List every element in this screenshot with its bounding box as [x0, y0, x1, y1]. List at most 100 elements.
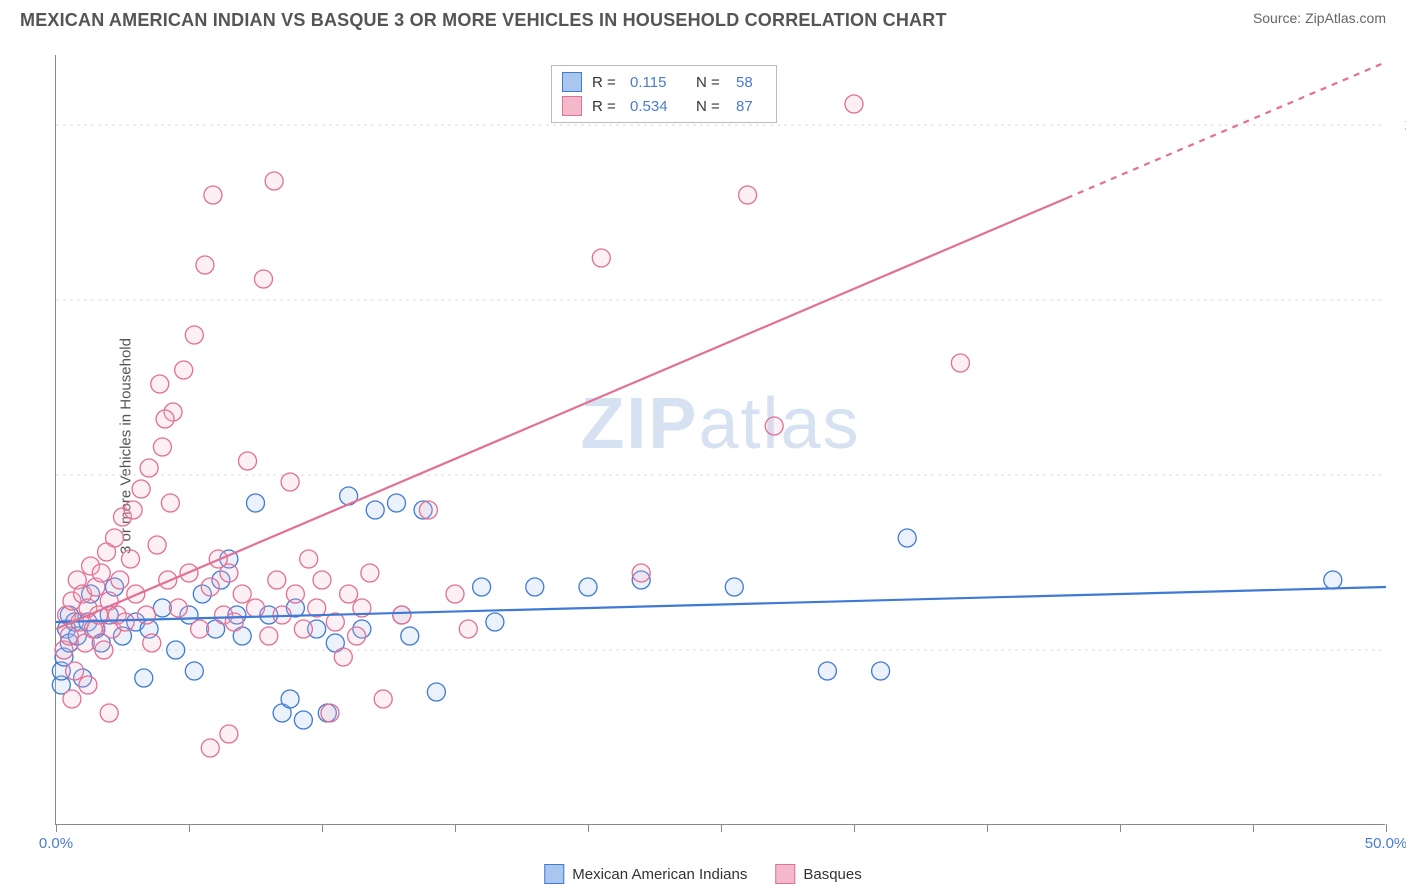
data-point: [169, 599, 187, 617]
data-point: [872, 662, 890, 680]
data-point: [137, 606, 155, 624]
swatch-blue: [562, 72, 582, 92]
n-value-0: 58: [736, 74, 766, 91]
data-point: [116, 613, 134, 631]
data-point: [268, 571, 286, 589]
chart-title: MEXICAN AMERICAN INDIAN VS BASQUE 3 OR M…: [20, 10, 947, 31]
data-point: [159, 571, 177, 589]
x-tick: [1386, 824, 1387, 832]
x-tick: [721, 824, 722, 832]
data-point: [739, 186, 757, 204]
data-point: [254, 270, 272, 288]
data-point: [526, 578, 544, 596]
data-point: [153, 599, 171, 617]
data-point: [185, 326, 203, 344]
data-point: [294, 620, 312, 638]
data-point: [175, 361, 193, 379]
legend-row-1: R = 0.534 N = 87: [562, 94, 766, 118]
data-point: [459, 620, 477, 638]
trend-line-extrapolated: [1067, 62, 1386, 198]
data-point: [286, 585, 304, 603]
r-label: R =: [592, 74, 620, 91]
data-point: [473, 578, 491, 596]
data-point: [132, 480, 150, 498]
data-point: [393, 606, 411, 624]
legend-label-1: Basques: [803, 866, 861, 883]
data-point: [191, 620, 209, 638]
data-point: [201, 739, 219, 757]
data-point: [140, 459, 158, 477]
data-point: [106, 529, 124, 547]
data-point: [225, 613, 243, 631]
data-point: [321, 704, 339, 722]
r-value-0: 0.115: [630, 74, 686, 91]
data-point: [185, 662, 203, 680]
data-point: [66, 662, 84, 680]
data-point: [387, 494, 405, 512]
data-point: [239, 452, 257, 470]
data-point: [92, 564, 110, 582]
data-point: [95, 641, 113, 659]
data-point: [579, 578, 597, 596]
data-point: [446, 585, 464, 603]
data-point: [260, 627, 278, 645]
swatch-pink: [775, 864, 795, 884]
data-point: [486, 613, 504, 631]
data-point: [374, 690, 392, 708]
x-tick: [322, 824, 323, 832]
data-point: [401, 627, 419, 645]
data-point: [220, 725, 238, 743]
legend-row-0: R = 0.115 N = 58: [562, 70, 766, 94]
data-point: [124, 501, 142, 519]
data-point: [167, 641, 185, 659]
data-point: [156, 410, 174, 428]
r-label: R =: [592, 98, 620, 115]
data-point: [204, 186, 222, 204]
x-tick: [854, 824, 855, 832]
data-point: [265, 172, 283, 190]
x-tick: [189, 824, 190, 832]
data-point: [1324, 571, 1342, 589]
legend-item-1: Basques: [775, 864, 861, 884]
x-tick: [455, 824, 456, 832]
data-point: [281, 473, 299, 491]
x-tick-label: 0.0%: [39, 835, 73, 852]
data-point: [161, 494, 179, 512]
data-point: [79, 676, 97, 694]
legend-label-0: Mexican American Indians: [572, 866, 747, 883]
data-point: [818, 662, 836, 680]
data-point: [845, 95, 863, 113]
data-point: [951, 354, 969, 372]
data-point: [334, 648, 352, 666]
chart-area: ZIPatlas R = 0.115 N = 58 R = 0.534 N = …: [55, 55, 1385, 825]
data-point: [100, 704, 118, 722]
data-point: [151, 375, 169, 393]
plot-svg: [56, 55, 1385, 824]
data-point: [366, 501, 384, 519]
x-tick: [1120, 824, 1121, 832]
source-label: Source: ZipAtlas.com: [1253, 10, 1386, 26]
data-point: [725, 578, 743, 596]
legend-correlation: R = 0.115 N = 58 R = 0.534 N = 87: [551, 65, 777, 123]
data-point: [196, 256, 214, 274]
data-point: [419, 501, 437, 519]
x-tick: [56, 824, 57, 832]
x-tick: [588, 824, 589, 832]
data-point: [340, 585, 358, 603]
x-tick: [987, 824, 988, 832]
data-point: [143, 634, 161, 652]
data-point: [592, 249, 610, 267]
data-point: [201, 578, 219, 596]
x-tick-label: 50.0%: [1365, 835, 1406, 852]
data-point: [247, 599, 265, 617]
data-point: [111, 571, 129, 589]
data-point: [427, 683, 445, 701]
legend-item-0: Mexican American Indians: [544, 864, 747, 884]
data-point: [63, 690, 81, 708]
data-point: [765, 417, 783, 435]
data-point: [233, 585, 251, 603]
data-point: [294, 711, 312, 729]
data-point: [313, 571, 331, 589]
data-point: [247, 494, 265, 512]
data-point: [898, 529, 916, 547]
